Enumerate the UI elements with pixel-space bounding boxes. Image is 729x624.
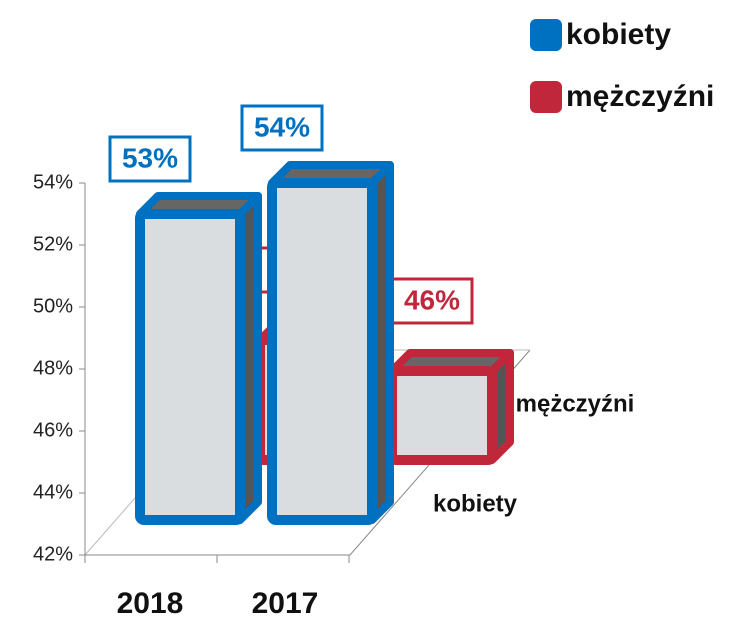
value-label: 54% (254, 111, 310, 142)
legend-swatch (530, 19, 562, 51)
legend-label: mężczyźni (566, 80, 714, 113)
legend-swatch (530, 81, 562, 113)
y-tick-label: 54% (33, 171, 73, 193)
legend-label: kobiety (566, 18, 671, 51)
y-tick-label: 50% (33, 295, 73, 317)
depth-label: kobiety (433, 490, 518, 517)
bar (272, 183, 372, 520)
x-tick-label: 2018 (117, 587, 184, 619)
y-tick-label: 46% (33, 419, 73, 441)
depth-label: mężczyźni (516, 390, 635, 417)
chart: 42%44%46%48%50%52%54%47%46%53%54%2018201… (0, 0, 729, 619)
x-tick-label: 2017 (252, 587, 319, 619)
y-tick-label: 44% (33, 481, 73, 503)
y-tick-label: 52% (33, 233, 73, 255)
y-tick-label: 48% (33, 357, 73, 379)
bar (140, 214, 240, 520)
y-tick-label: 42% (33, 543, 73, 565)
value-label: 46% (404, 284, 460, 315)
bar (392, 371, 492, 460)
value-label: 53% (122, 142, 178, 173)
